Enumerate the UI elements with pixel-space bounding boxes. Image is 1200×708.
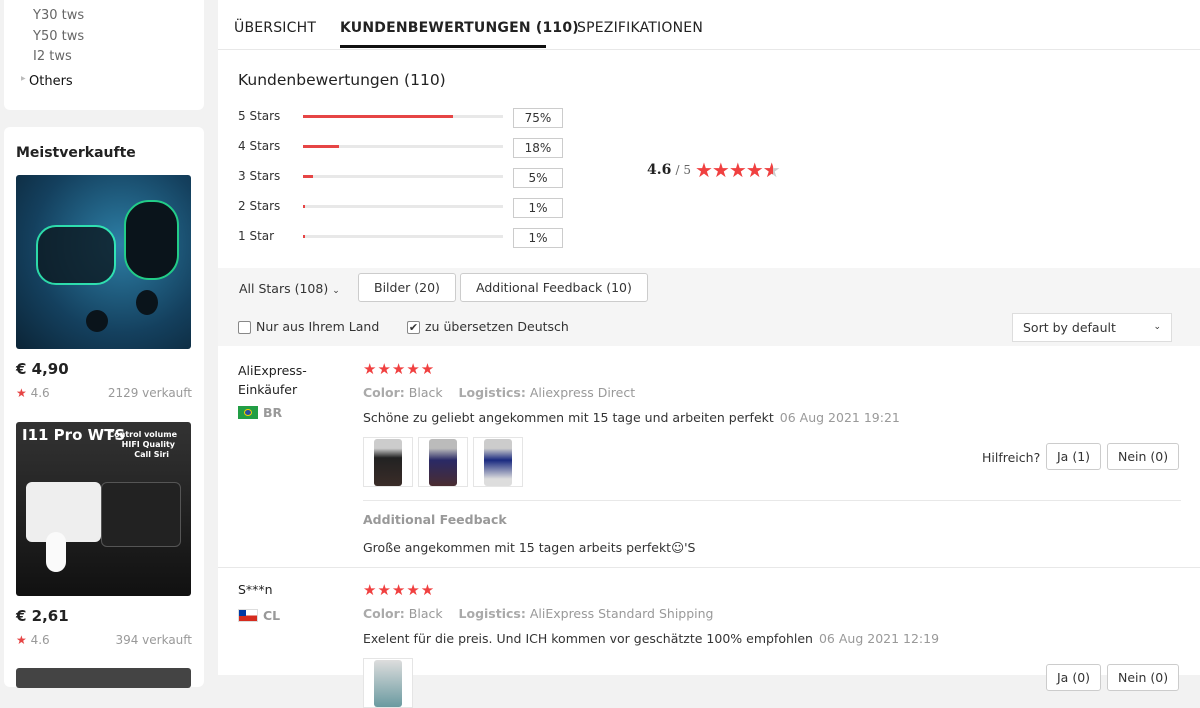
helpful-label: Hilfreich? <box>982 450 1041 465</box>
review-text: Schöne zu geliebt angekommen mit 15 tage… <box>363 410 900 425</box>
star-icon: ★ <box>16 633 27 647</box>
rating-bar[interactable] <box>303 145 503 148</box>
chevron-down-icon: ⌄ <box>332 286 340 296</box>
rating-bar[interactable] <box>303 175 503 178</box>
rating-bar[interactable] <box>303 235 503 238</box>
helpful-no-button[interactable]: Nein (0) <box>1107 443 1180 470</box>
helpful-no-button[interactable]: Nein (0) <box>1107 664 1180 691</box>
category-y50[interactable]: Y50 tws <box>33 29 85 44</box>
reviews-title: Kundenbewertungen (110) <box>238 71 446 89</box>
rating-bar[interactable] <box>303 205 503 208</box>
category-card: Y30 tws Y50 tws I2 tws ▶ Others <box>4 0 204 110</box>
rating-bar-label: 5 Stars <box>238 109 281 123</box>
reviewer-name: AliExpress-Einkäufer <box>238 363 307 397</box>
tab-overview[interactable]: ÜBERSICHT <box>234 20 317 36</box>
brazil-flag-icon <box>238 406 258 419</box>
average-rating: 4.6 / 5 <box>647 162 691 178</box>
sort-select[interactable]: Sort by default ⌄ <box>1012 313 1172 342</box>
additional-feedback-filter-button[interactable]: Additional Feedback (10) <box>460 273 648 302</box>
rating-bar-fill <box>303 145 339 148</box>
only-country-checkbox[interactable] <box>238 321 251 334</box>
helpful-yes-button[interactable]: Ja (0) <box>1046 664 1102 691</box>
only-country-label: Nur aus Ihrem Land <box>256 319 380 334</box>
main-panel: ÜBERSICHT KUNDENBEWERTUNGEN (110) SPEZIF… <box>218 0 1200 708</box>
category-i2[interactable]: I2 tws <box>33 49 72 64</box>
product-image-3[interactable] <box>16 668 191 688</box>
rating-bar-fill <box>303 235 305 238</box>
rating-bar-percent: 18% <box>513 138 563 158</box>
reviewer-country: CL <box>238 608 280 623</box>
product-price-2: € 2,61 <box>16 607 69 625</box>
rating-bar-percent: 5% <box>513 168 563 188</box>
reviewer-country: BR <box>238 405 282 420</box>
rating-bar-label: 3 Stars <box>238 169 281 183</box>
review-photo[interactable] <box>363 658 413 708</box>
category-y30[interactable]: Y30 tws <box>33 8 85 23</box>
rating-bar-percent: 1% <box>513 228 563 248</box>
product-rating-2: ★ 4.6 394 verkauft <box>16 633 192 647</box>
additional-feedback-title: Additional Feedback <box>363 512 507 527</box>
review-attributes: Color: Black Logistics: Aliexpress Direc… <box>363 385 636 400</box>
review-photo[interactable] <box>363 437 413 487</box>
rating-bar-label: 2 Stars <box>238 199 281 213</box>
review-photo[interactable] <box>473 437 523 487</box>
rating-bar-label: 4 Stars <box>238 139 281 153</box>
average-stars: ★★★★★ ★ <box>695 158 781 182</box>
review-photo[interactable] <box>418 437 468 487</box>
bestsellers-title: Meistverkaufte <box>16 145 136 161</box>
star-icon: ★ <box>16 386 27 400</box>
rating-bar-label: 1 Star <box>238 229 275 243</box>
product-image-1[interactable] <box>16 175 191 349</box>
category-others[interactable]: Others <box>29 74 73 89</box>
review-stars: ★★★★★ <box>363 581 436 599</box>
product-image-2[interactable]: I11 Pro WTS Control volume HIFI Quality … <box>16 422 191 596</box>
additional-feedback-text: Große angekommen mit 15 tagen arbeits pe… <box>363 540 696 555</box>
rating-bar[interactable] <box>303 115 503 118</box>
translate-label: zu übersetzen Deutsch <box>425 319 569 334</box>
rating-bar-percent: 1% <box>513 198 563 218</box>
tab-specifications[interactable]: SPEZIFIKATIONEN <box>577 20 703 36</box>
review-text: Exelent für die preis. Und ICH kommen vo… <box>363 631 940 646</box>
rating-bar-fill <box>303 175 313 178</box>
reviewer-name: S***n <box>238 582 273 597</box>
rating-bar-fill <box>303 115 453 118</box>
chevron-down-icon: ⌄ <box>1153 322 1161 332</box>
all-stars-dropdown[interactable]: All Stars (108) ⌄ <box>239 281 340 296</box>
tab-reviews[interactable]: KUNDENBEWERTUNGEN (110) <box>340 20 579 36</box>
product-price-1: € 4,90 <box>16 360 69 378</box>
rating-bar-fill <box>303 205 305 208</box>
caret-right-icon: ▶ <box>21 75 26 82</box>
chile-flag-icon <box>238 609 258 622</box>
pictures-filter-button[interactable]: Bilder (20) <box>358 273 456 302</box>
translate-checkbox[interactable]: ✔ <box>407 321 420 334</box>
review-attributes: Color: Black Logistics: AliExpress Stand… <box>363 606 714 621</box>
active-tab-underline <box>340 45 546 48</box>
rating-bar-percent: 75% <box>513 108 563 128</box>
helpful-yes-button[interactable]: Ja (1) <box>1046 443 1102 470</box>
review-stars: ★★★★★ <box>363 360 436 378</box>
product-rating-1: ★ 4.6 2129 verkauft <box>16 386 192 400</box>
